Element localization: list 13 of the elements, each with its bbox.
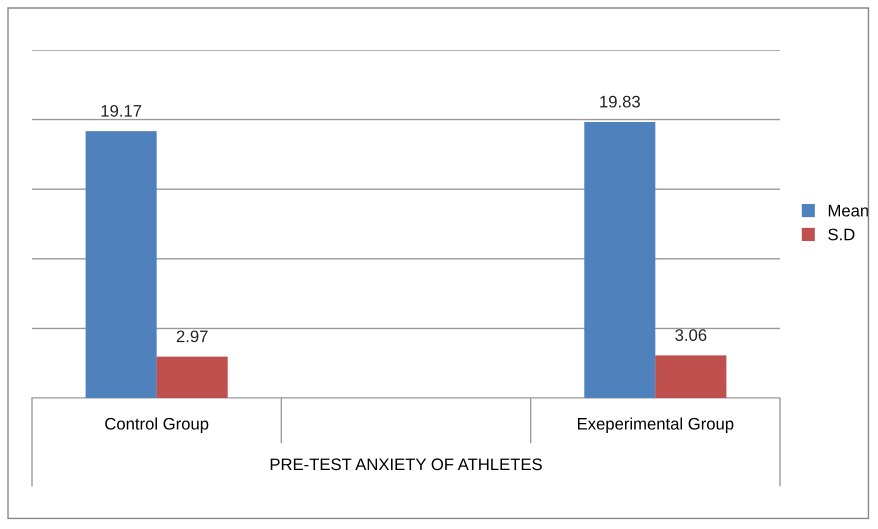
bar [156, 356, 228, 398]
x-axis-title: PRE-TEST ANXIETY OF ATHLETES [270, 458, 542, 470]
x-tick-label: Exeperimental Group [578, 417, 734, 433]
bar [655, 355, 726, 398]
data-label: 2.97 [176, 330, 208, 342]
bar [584, 122, 656, 398]
bar [86, 131, 157, 398]
data-label: 3.06 [675, 329, 706, 341]
legend-label: S.D [828, 228, 854, 240]
data-label: 19.17 [102, 104, 142, 117]
legend-label: Mean [828, 204, 868, 217]
x-tick-label: Control Group [105, 417, 208, 433]
data-label: 19.83 [600, 96, 640, 108]
